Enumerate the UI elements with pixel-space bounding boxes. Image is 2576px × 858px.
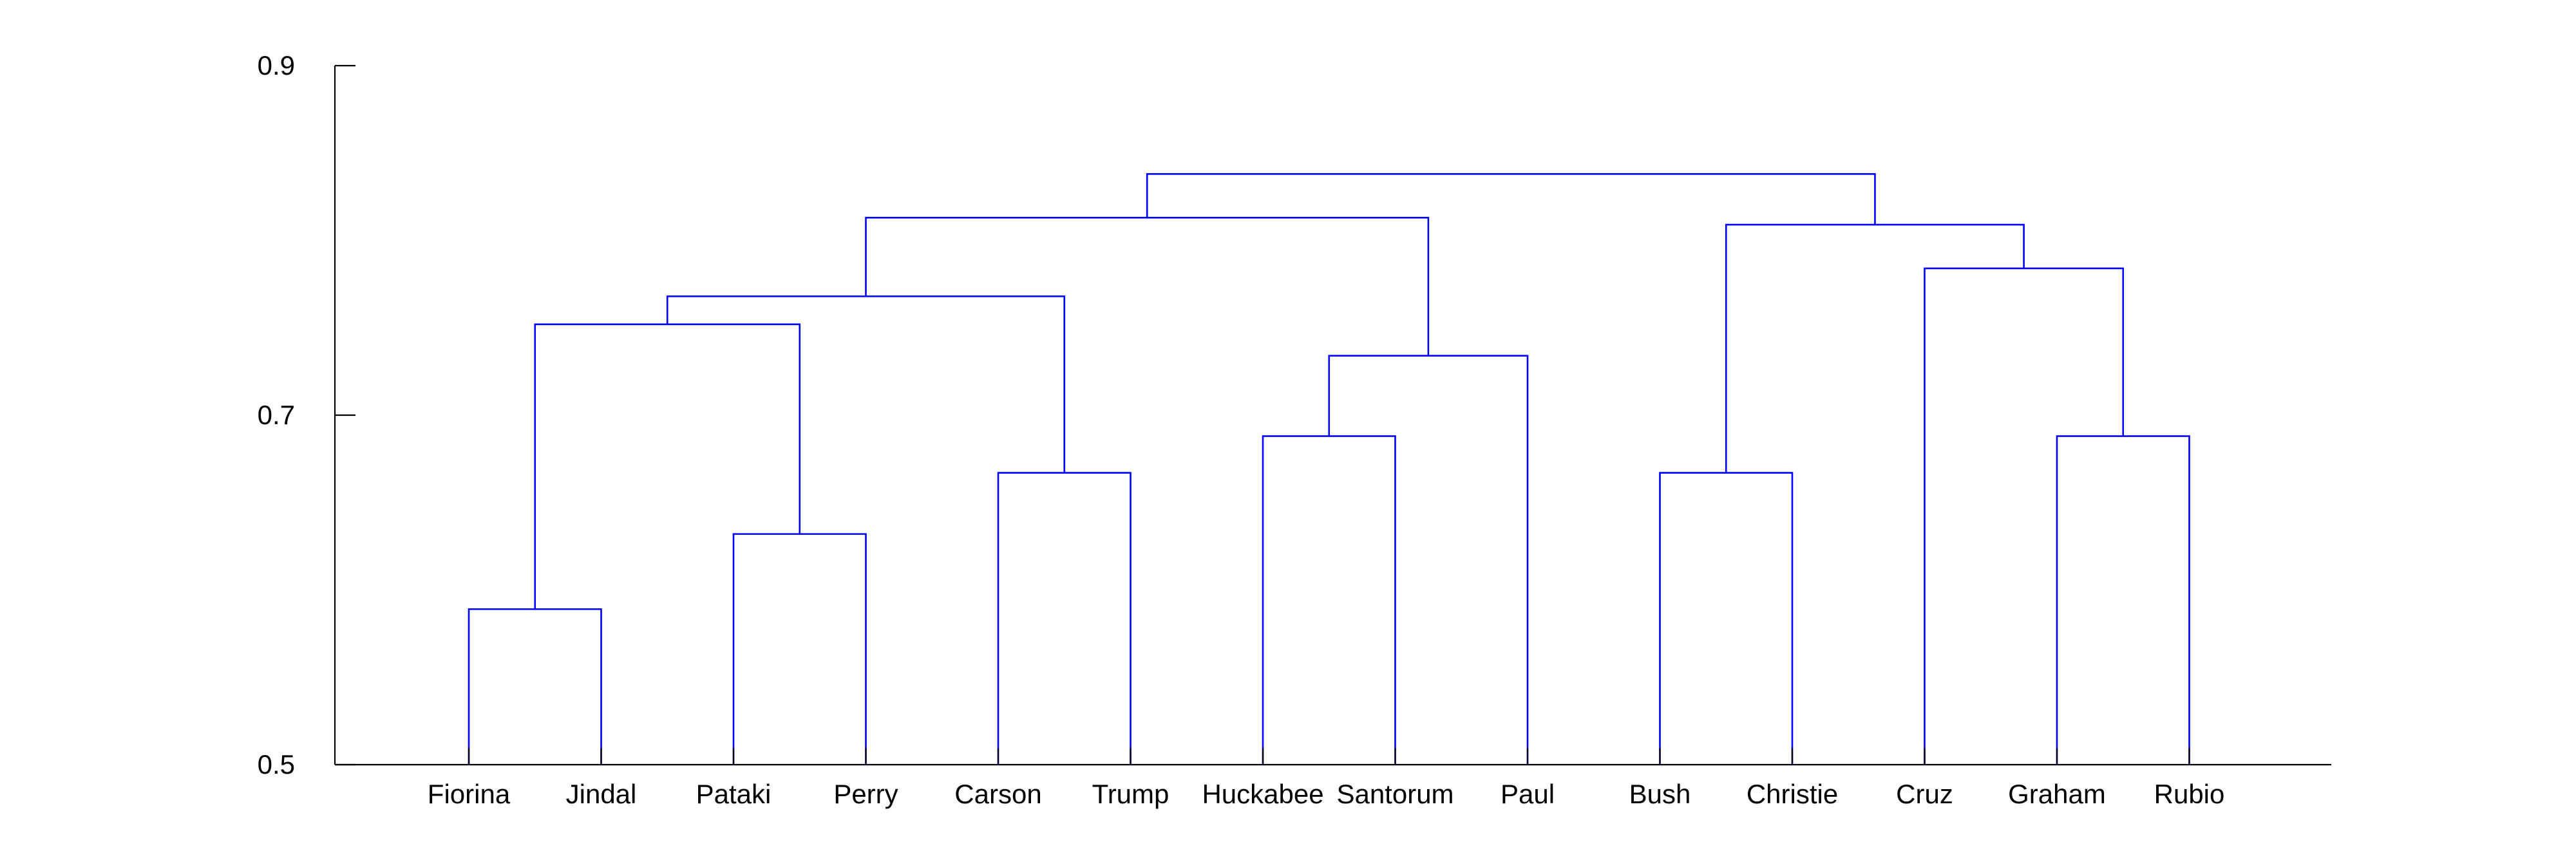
dendrogram-link-m4 [1262, 435, 1396, 765]
dendrogram-link-m6 [2056, 435, 2190, 765]
leaf-label-trump: Trump [1092, 779, 1170, 809]
y-tick-label: 0.5 [258, 749, 295, 779]
leaf-label-santorum: Santorum [1336, 779, 1454, 809]
dendrogram-link-m10 [1924, 267, 2125, 765]
leaf-label-perry: Perry [833, 779, 898, 809]
dendrogram-link-m13 [1146, 173, 1876, 225]
leaf-label-jindal: Jindal [566, 779, 637, 809]
dendrogram-links [468, 173, 2190, 765]
leaf-label-cruz: Cruz [1896, 779, 1953, 809]
y-tick-label: 0.7 [258, 400, 295, 430]
leaf-label-fiorina: Fiorina [428, 779, 511, 809]
y-axis-ticks: 0.9 0.7 0.5 [258, 50, 355, 779]
leaf-label-paul: Paul [1501, 779, 1555, 809]
dendrogram-link-m12 [865, 216, 1430, 356]
leaf-label-rubio: Rubio [2154, 779, 2225, 809]
dendrogram-link-m8 [534, 323, 801, 610]
leaf-labels: Fiorina Jindal Pataki Perry Carson Trump Hucka… [428, 748, 2225, 809]
dendrogram-link-m7 [1328, 355, 1529, 765]
leaf-label-christie: Christie [1747, 779, 1838, 809]
dendrogram-link-m3 [997, 472, 1132, 765]
dendrogram-link-m5 [1659, 472, 1794, 765]
leaf-label-pataki: Pataki [696, 779, 772, 809]
leaf-label-bush: Bush [1629, 779, 1691, 809]
y-tick-label: 0.9 [258, 50, 295, 80]
dendrogram-link-m9 [666, 295, 1066, 473]
dendrogram-link-m11 [1725, 223, 2025, 473]
dendrogram-link-m2 [732, 533, 867, 765]
leaf-label-carson: Carson [954, 779, 1041, 809]
leaf-label-huckabee: Huckabee [1202, 779, 1323, 809]
dendrogram-link-m1 [468, 608, 602, 765]
leaf-label-graham: Graham [2008, 779, 2106, 809]
